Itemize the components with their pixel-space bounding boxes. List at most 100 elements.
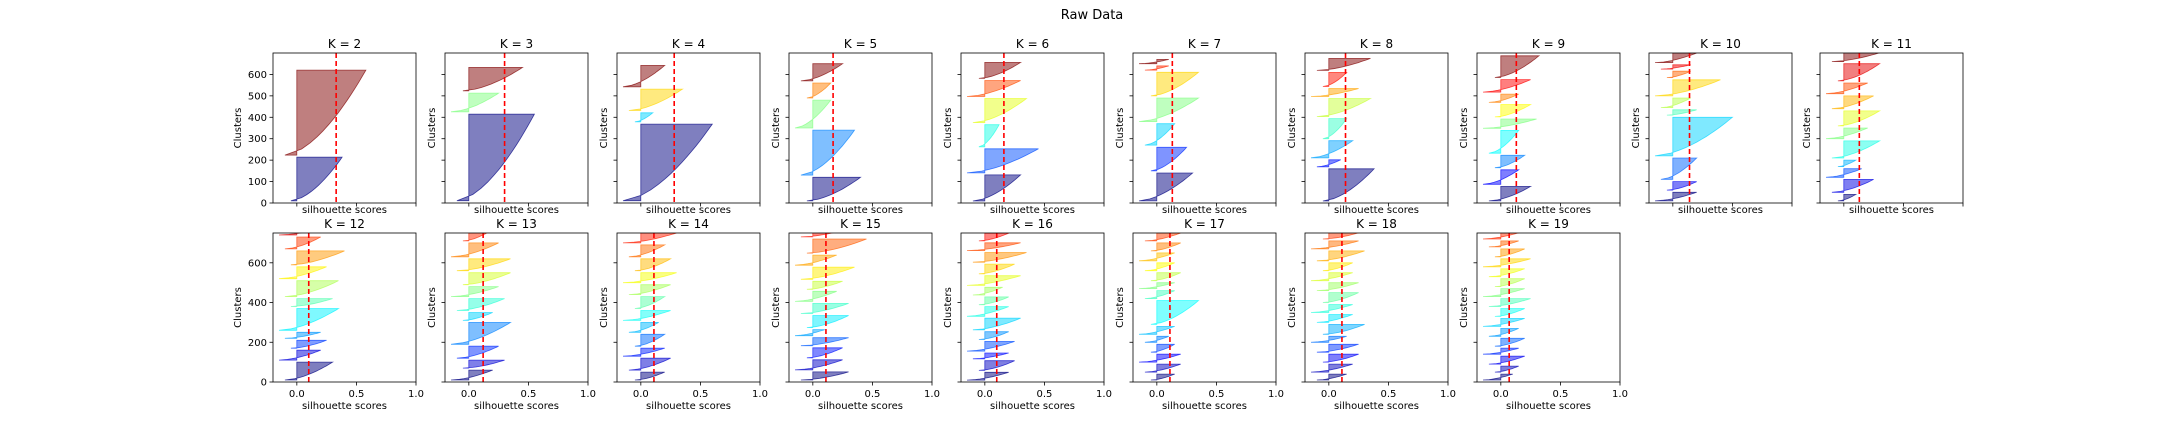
silhouette-cluster-12 — [800, 233, 834, 238]
silhouette-cluster-15 — [1151, 215, 1175, 221]
silhouette-cluster-0 — [1150, 373, 1175, 381]
silhouette-cluster-4 — [278, 308, 340, 331]
panel-plot-area — [1310, 58, 1376, 202]
panel-title: K = 2 — [328, 37, 361, 51]
silhouette-cluster-8 — [1138, 282, 1175, 289]
silhouette-cluster-4 — [1150, 71, 1200, 97]
silhouette-cluster-9 — [450, 242, 499, 258]
x-tick-label: 0.0 — [633, 389, 649, 400]
silhouette-cluster-1 — [1150, 146, 1188, 172]
silhouette-cluster-6 — [284, 280, 339, 297]
silhouette-cluster-1 — [794, 359, 843, 371]
y-tick-label: 600 — [248, 70, 267, 81]
silhouette-cluster-5 — [1660, 97, 1691, 108]
panel-k-7: K = 7 silhouette scores Clusters — [1115, 37, 1277, 216]
x-axis-label: silhouette scores — [818, 205, 903, 216]
silhouette-cluster-15 — [1317, 223, 1347, 229]
axes-frame — [1819, 52, 1964, 204]
x-axis-label: silhouette scores — [474, 205, 559, 216]
silhouette-cluster-4 — [1482, 118, 1537, 129]
silhouette-cluster-11 — [1322, 262, 1353, 272]
silhouette-cluster-2 — [794, 99, 832, 129]
x-axis-label: silhouette scores — [1334, 205, 1419, 216]
silhouette-cluster-3 — [966, 341, 1015, 352]
figure-suptitle: Raw Data — [1061, 8, 1124, 23]
panel-k-12: K = 12 0.0 0.5 1.0 silhouette scores 0 200 400 6… — [233, 217, 424, 412]
silhouette-cluster-9 — [966, 275, 1021, 286]
silhouette-cluster-0 — [1654, 191, 1697, 202]
silhouette-cluster-10 — [462, 233, 488, 242]
silhouette-cluster-4 — [462, 312, 493, 321]
panel-plot-area — [278, 233, 345, 381]
x-tick-label: 0.0 — [1493, 389, 1509, 400]
x-tick-label: 0.5 — [1552, 389, 1568, 400]
x-tick-label: 0.0 — [977, 389, 993, 400]
y-axis-label: Clusters — [1459, 108, 1470, 149]
y-axis-label: Clusters — [943, 108, 954, 149]
silhouette-cluster-12 — [966, 242, 1021, 251]
x-tick-label: 0.5 — [692, 389, 708, 400]
silhouette-cluster-10 — [1310, 272, 1353, 282]
y-tick-label: 600 — [248, 258, 267, 269]
x-tick-label: 0.5 — [1380, 389, 1396, 400]
silhouette-cluster-1 — [1482, 169, 1520, 185]
panel-k-6: K = 6 silhouette scores Clusters — [943, 37, 1105, 216]
silhouette-cluster-3 — [284, 331, 321, 339]
silhouette-cluster-3 — [450, 322, 512, 345]
axes-frame — [960, 232, 1105, 383]
silhouette-cluster-0 — [1322, 168, 1376, 202]
silhouette-cluster-2 — [1310, 140, 1355, 159]
silhouette-cluster-0 — [1138, 172, 1194, 202]
y-axis-label: Clusters — [1459, 287, 1470, 328]
silhouette-cluster-2 — [456, 345, 499, 359]
silhouette-cluster-1 — [278, 349, 321, 361]
silhouette-cluster-14 — [1139, 223, 1181, 231]
x-axis-label: silhouette scores — [1506, 205, 1591, 216]
silhouette-cluster-2 — [290, 339, 327, 349]
silhouette-cluster-6 — [1150, 300, 1200, 325]
silhouette-cluster-4 — [1144, 335, 1169, 343]
x-axis-label: silhouette scores — [474, 401, 559, 412]
silhouette-cluster-2 — [806, 347, 843, 359]
panel-title: K = 10 — [1700, 37, 1741, 51]
silhouette-cluster-7 — [978, 296, 1009, 306]
silhouette-cluster-1 — [966, 148, 1039, 174]
panel-plot-area — [622, 221, 677, 381]
silhouette-cluster-1 — [1316, 159, 1341, 168]
silhouette-cluster-0 — [972, 174, 1022, 202]
panel-plot-area — [1138, 215, 1200, 381]
panel-plot-area — [450, 233, 512, 381]
axes-frame — [1132, 52, 1277, 204]
silhouette-cluster-0 — [634, 371, 665, 381]
y-axis-label: Clusters — [427, 108, 438, 149]
silhouette-cluster-3 — [972, 98, 1028, 123]
axes-frame — [960, 52, 1105, 204]
axes-frame — [616, 52, 761, 204]
silhouette-cluster-6 — [1316, 314, 1353, 323]
silhouette-cluster-12 — [635, 221, 665, 231]
silhouette-cluster-6 — [1654, 79, 1721, 97]
x-tick-label: 0.5 — [348, 389, 364, 400]
panel-title: K = 16 — [1012, 217, 1053, 231]
y-tick-label: 400 — [248, 298, 267, 309]
panel-title: K = 17 — [1184, 217, 1225, 231]
silhouette-cluster-3 — [634, 333, 666, 347]
silhouette-cluster-13 — [1144, 233, 1181, 242]
silhouette-cluster-9 — [800, 266, 855, 280]
panel-title: K = 8 — [1360, 37, 1393, 51]
panel-k-3: K = 3 silhouette scores Clusters — [427, 37, 589, 216]
panel-plot-area — [966, 62, 1039, 202]
x-axis-label: silhouette scores — [818, 401, 903, 412]
panel-k-17: K = 17 0.0 0.5 1.0 silhouette scores Clusters — [1115, 215, 1284, 412]
silhouette-cluster-8 — [806, 280, 843, 290]
silhouette-cluster-6 — [634, 296, 667, 309]
silhouette-cluster-2 — [1825, 168, 1862, 178]
y-axis-label: Clusters — [599, 287, 610, 328]
silhouette-cluster-2 — [1138, 353, 1181, 363]
silhouette-cluster-8 — [972, 286, 1003, 296]
silhouette-cluster-9 — [284, 236, 321, 250]
silhouette-cluster-6 — [1482, 318, 1525, 327]
silhouette-cluster-8 — [1825, 82, 1868, 95]
panel-title: K = 12 — [324, 217, 365, 231]
silhouette-cluster-0 — [1837, 194, 1858, 202]
